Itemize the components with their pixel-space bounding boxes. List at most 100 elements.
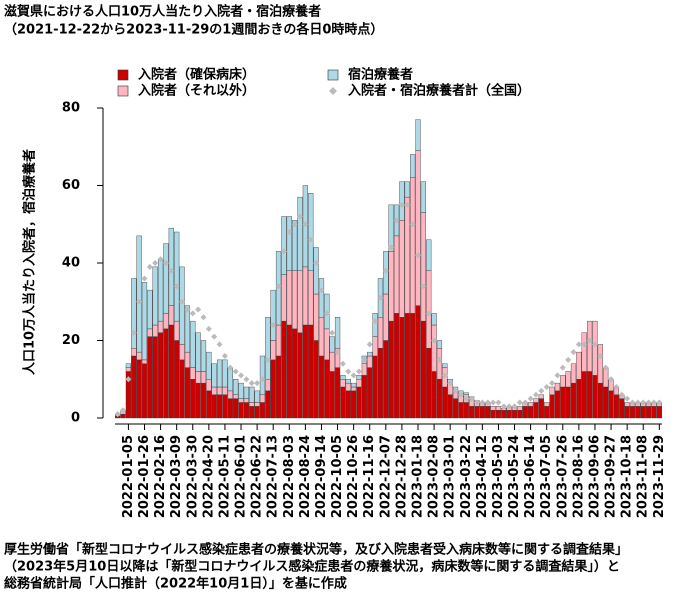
legend-swatch [117,69,129,81]
bar-segment [329,351,335,372]
bar-segment [286,270,292,326]
point [168,267,175,274]
point [656,399,663,406]
x-tick-label: 2022-10-26 [346,435,361,518]
bar-segment [206,351,212,380]
bar-segment [383,293,389,341]
bar-segment [275,355,282,419]
point [114,411,121,418]
bar-segment [190,320,196,368]
bar-segment [174,320,180,341]
bar-segment [469,406,475,419]
bar-segment [281,274,287,322]
bar-segment [367,355,373,368]
bar-segment [372,355,378,419]
bar-segment [388,320,394,419]
bar-segment [211,386,217,395]
point [479,399,486,406]
point [339,360,346,367]
bar-segment [506,410,512,419]
bar-segment [254,390,260,403]
bar-segment [318,278,325,318]
point [457,391,464,398]
x-tick-label: 2023-01-18 [410,435,425,518]
point [141,275,148,282]
bar-segment [302,266,308,326]
point [259,376,266,383]
bar-segment [275,324,282,357]
bar-segment [318,355,325,419]
point [125,376,132,383]
point [468,395,475,402]
bar-segment [629,406,636,419]
point [366,341,373,348]
bar-segment [168,305,174,326]
point [162,260,169,266]
bar-segment [517,406,523,411]
point [291,221,298,228]
bar-segment [597,344,603,384]
bar-segment [592,320,598,376]
source-line: （2023年5月10日以降は「新型コロナウイルス感染症患者の療養状況，病床数等に… [4,559,620,575]
bar-segment [136,235,142,353]
point [318,287,325,294]
x-tick-label: 2022-08-24 [298,435,313,518]
bar-segment [420,320,426,419]
x-tick-label: 2022-04-20 [201,435,216,518]
bar-segment [200,382,207,419]
bar-segment [624,402,630,407]
bar-segment [157,258,164,322]
source-line: 厚生労働省「新型コロナウイルス感染症患者の療養状況等，及び入院患者受入病床数等に… [4,542,628,558]
x-tick-label: 2023-02-08 [427,435,442,518]
bar-segment [313,293,319,341]
bar-segment [656,406,662,419]
point [624,395,631,402]
x-tick-label: 2022-08-03 [282,435,297,518]
bar-segment [431,313,437,326]
x-tick-label: 2022-10-05 [330,435,345,518]
bar-segment [163,243,169,314]
bar-segment [152,266,158,326]
bar-segment [259,402,266,419]
bar-segment [404,181,410,198]
bar-segment [174,231,180,322]
bar-segment [367,367,373,419]
bar-segment [302,324,308,419]
bar-segment [533,398,539,403]
point [404,201,411,208]
point [334,349,341,356]
bar-segment [243,402,250,419]
bar-segment [195,382,201,419]
bar-segment [168,227,174,306]
bar-segment [474,406,480,419]
bar-segment [216,359,223,388]
bar-segment [442,386,448,419]
point [195,306,202,313]
point [211,333,218,340]
bar-segment [249,406,255,419]
x-tick-label: 2023-05-24 [507,435,522,518]
point [286,229,293,235]
bar-segment [554,382,561,392]
x-tick-label: 2023-11-29 [652,435,667,518]
x-tick-label: 2023-03-01 [443,435,458,518]
bar-segment [184,305,191,353]
bar-segment [152,336,158,419]
x-tick-label: 2022-03-30 [185,435,200,518]
bar-segment [415,119,421,151]
bar-segment [640,406,646,419]
bar-segment [324,328,330,361]
x-tick-label: 2023-05-03 [491,435,506,518]
point [152,260,159,266]
bar-segment [533,402,539,419]
point [436,356,443,363]
bar-segment [651,406,657,419]
bar-segment [206,390,212,419]
bar-segment [410,154,416,178]
point [650,399,657,406]
legend-label: 入院者（それ以外） [138,83,255,99]
bar-segment [420,212,426,322]
chart-title: 滋賀県における人口10万人当たり入院者・宿泊療養者 [4,4,321,20]
bar-segment [184,367,191,419]
bar-segment [447,394,453,419]
